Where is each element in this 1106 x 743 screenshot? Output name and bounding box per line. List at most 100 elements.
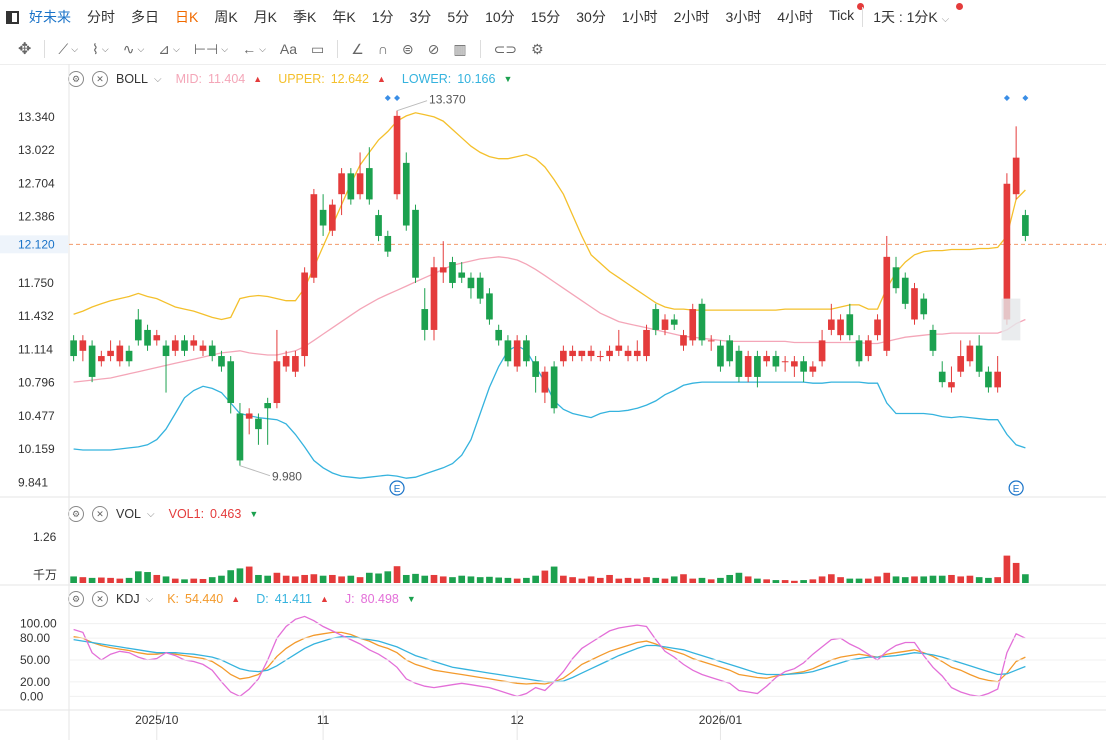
- volume-bar: [911, 576, 918, 583]
- tab-14[interactable]: 2小时: [673, 9, 710, 25]
- chevron-down-icon[interactable]: ⌵: [145, 593, 154, 605]
- volume-bar: [356, 577, 364, 583]
- chevron-down-icon[interactable]: ⌵: [153, 73, 162, 85]
- candle-body: [791, 361, 798, 367]
- volume-bar: [606, 574, 613, 583]
- tab-9[interactable]: 5分: [447, 9, 470, 25]
- wave-icon[interactable]: ∿ ⌵: [122, 40, 145, 57]
- polyline-icon[interactable]: ⌇ ⌵: [92, 40, 109, 57]
- candle-body: [458, 272, 466, 278]
- volume-bar: [393, 566, 401, 583]
- tab-0[interactable]: 分时: [87, 9, 115, 25]
- low-annotation-line: [239, 465, 271, 477]
- volume-bar: [846, 578, 854, 583]
- candle-body: [375, 215, 382, 236]
- panel-toggle-icon[interactable]: [6, 10, 19, 24]
- kdj-name[interactable]: KDJ: [116, 592, 140, 606]
- volume-bar: [402, 574, 410, 583]
- volume-bar: [171, 578, 179, 583]
- tab-10[interactable]: 10分: [485, 9, 515, 25]
- settings-icon[interactable]: ⚙: [68, 591, 84, 607]
- tab-4[interactable]: 月K: [253, 9, 278, 25]
- settings-icon[interactable]: ⚙: [68, 506, 84, 522]
- comment-icon[interactable]: ▭: [311, 40, 325, 57]
- candle-body: [1012, 157, 1020, 195]
- kdj-tick-label: 20.00: [20, 675, 50, 689]
- text-icon[interactable]: Aa: [279, 41, 298, 57]
- notification-dot: [956, 3, 964, 10]
- settings-icon[interactable]: ⚙: [531, 40, 544, 57]
- volume-bar: [874, 576, 881, 583]
- angle-icon[interactable]: ∠: [351, 40, 364, 57]
- volume-bar: [458, 575, 466, 583]
- tab-12[interactable]: 30分: [576, 9, 606, 25]
- volume-bar: [615, 578, 623, 583]
- boll-name[interactable]: BOLL: [116, 72, 148, 86]
- volume-bar: [190, 578, 198, 583]
- tab-15[interactable]: 3小时: [725, 9, 762, 25]
- candle-body: [347, 173, 355, 200]
- up-arrow-icon: ▲: [253, 74, 263, 84]
- volume-bar: [208, 577, 216, 583]
- candle-body: [125, 350, 133, 362]
- settings-icon[interactable]: ⚙: [68, 71, 84, 87]
- x-tick-label: 2025/10: [135, 713, 179, 727]
- magnet-icon[interactable]: ∩: [377, 41, 388, 57]
- candle-body: [985, 371, 992, 388]
- candle-body: [171, 340, 179, 351]
- price-tick-label: 11.114: [18, 342, 53, 356]
- candle-body: [319, 209, 327, 226]
- d-value: 41.411: [274, 592, 312, 606]
- upper-value: 12.642: [330, 72, 369, 86]
- close-icon[interactable]: ✕: [92, 506, 108, 522]
- volume-bar: [560, 575, 567, 583]
- measure-icon[interactable]: ⊢⊣ ⌵: [193, 40, 229, 57]
- current-price-label: 12.120: [18, 237, 55, 251]
- volume-bar: [79, 577, 87, 583]
- hide-icon[interactable]: ⊘: [427, 40, 440, 57]
- tab-5[interactable]: 季K: [293, 9, 317, 25]
- close-icon[interactable]: ✕: [92, 71, 108, 87]
- line-icon[interactable]: ⟋ ⌵: [58, 40, 79, 57]
- volume-bar: [680, 574, 687, 583]
- tab-17[interactable]: Tick: [821, 3, 865, 27]
- candle-body: [569, 350, 576, 357]
- volume-bar: [476, 577, 484, 583]
- arrow-icon[interactable]: ← ⌵: [242, 41, 266, 57]
- move-icon[interactable]: ✥: [18, 41, 32, 58]
- tab-7[interactable]: 1分: [371, 9, 394, 25]
- volume-bar: [957, 576, 965, 583]
- vol-name[interactable]: VOL: [116, 507, 142, 521]
- candle-body: [301, 272, 308, 357]
- candle-body: [828, 319, 835, 330]
- tab-16[interactable]: 4小时: [777, 9, 814, 25]
- tab-6[interactable]: 年K: [332, 9, 356, 25]
- event-marker-label: E: [394, 484, 401, 495]
- chevron-down-icon[interactable]: ⌵: [147, 508, 155, 520]
- tab-1[interactable]: 多日: [131, 9, 159, 25]
- volume-bar: [670, 576, 678, 583]
- volume-bar: [162, 576, 170, 583]
- link-icon[interactable]: ⊂⊃: [493, 40, 518, 57]
- candle-body: [523, 340, 530, 362]
- period-selector[interactable]: 1天 : 1分K ⌵: [862, 3, 964, 27]
- tab-11[interactable]: 15分: [530, 9, 561, 25]
- candle-body: [70, 340, 77, 357]
- trash-icon[interactable]: ▥: [453, 40, 467, 57]
- volume-bar: [569, 577, 576, 583]
- volume-bar: [98, 577, 105, 583]
- close-icon[interactable]: ✕: [92, 591, 108, 607]
- boll-legend: ⚙ ✕ BOLL ⌵ MID: 11.404 ▲ UPPER: 12.642 ▲…: [68, 68, 528, 90]
- tab-8[interactable]: 3分: [409, 9, 432, 25]
- tab-2[interactable]: 日K: [175, 9, 199, 25]
- candle-body: [920, 298, 928, 315]
- eye-icon[interactable]: ⊜: [401, 40, 414, 57]
- tab-13[interactable]: 1小时: [621, 9, 658, 25]
- tab-3[interactable]: 周K: [214, 9, 238, 25]
- volume-bar: [227, 570, 235, 583]
- price-tick-label: 13.022: [18, 143, 55, 157]
- fib-icon[interactable]: ⊿ ⌵: [158, 40, 180, 57]
- down-arrow-icon: ▼: [503, 74, 513, 84]
- stock-name[interactable]: 好未来: [29, 9, 71, 25]
